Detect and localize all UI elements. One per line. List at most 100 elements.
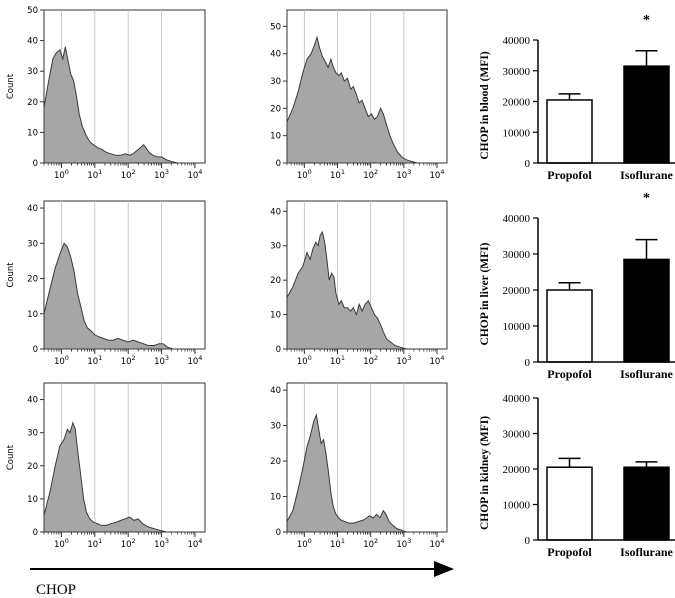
histogram-area — [43, 242, 174, 350]
x-tick-label: 102 — [121, 537, 136, 550]
x-tick-label: 100 — [54, 537, 69, 550]
y-tick-label: 40 — [27, 204, 38, 214]
y-axis-label: Count — [6, 73, 16, 99]
x-tick-label: 100 — [54, 168, 69, 181]
y-tick-label: 10000 — [503, 321, 531, 333]
y-tick-label: 30000 — [503, 249, 531, 261]
x-tick-label: 102 — [363, 354, 378, 367]
bar-liver: 0 10000 20000 30000 40000 Propofol * Isoflurane… — [479, 191, 675, 381]
x-tick-label: 103 — [396, 354, 411, 367]
y-tick-label: 10 — [27, 128, 38, 138]
y-tick-label: 20 — [27, 462, 38, 472]
category-label: Isoflurane — [620, 168, 673, 182]
y-tick-label: 40 — [270, 50, 281, 60]
y-axis-label: Count — [6, 444, 16, 470]
x-tick-label: 100 — [297, 168, 312, 181]
bar-isoflurane — [623, 466, 670, 541]
significance-marker: * — [643, 191, 650, 206]
y-tick-label: 0 — [33, 528, 38, 538]
y-tick-label: 0 — [525, 357, 531, 369]
category-label: Isoflurane — [620, 545, 673, 559]
y-tick-label: 40 — [27, 396, 38, 406]
y-tick-label: 30000 — [503, 429, 531, 441]
x-tick-label: 103 — [154, 168, 169, 181]
y-axis-label: CHOP in liver (MFI) — [479, 242, 491, 345]
x-tick-label: 102 — [121, 354, 136, 367]
category-label: Propofol — [547, 168, 592, 182]
y-tick-label: 40000 — [503, 393, 531, 405]
y-tick-label: 10 — [27, 310, 38, 320]
y-tick-label: 20 — [27, 98, 38, 108]
y-tick-label: 40 — [27, 37, 38, 47]
x-tick-label: 104 — [187, 537, 202, 550]
y-tick-label: 20 — [270, 104, 281, 114]
histogram-area — [286, 35, 418, 164]
y-axis-label: CHOP in blood (MFI) — [479, 51, 491, 159]
y-tick-label: 0 — [276, 345, 281, 355]
y-axis-label: Count — [6, 262, 16, 288]
category-label: Isoflurane — [620, 367, 673, 381]
y-tick-label: 20 — [270, 457, 281, 467]
y-tick-label: 40000 — [503, 213, 531, 225]
y-tick-label: 50 — [27, 6, 38, 16]
bar-propofol — [546, 466, 593, 541]
bar-blood: 0 10000 20000 30000 40000 Propofol * Isoflurane… — [479, 13, 675, 182]
x-tick-label: 103 — [396, 537, 411, 550]
hist-kidney-isoflurane: 0 10 20 30 40 100 101 102 103 104 — [270, 382, 448, 550]
y-tick-label: 20000 — [503, 285, 531, 297]
hist-liver-isoflurane: 0 10 20 30 40 100 101 102 103 104 — [270, 200, 448, 367]
bar-isoflurane — [623, 258, 670, 363]
y-tick-label: 20000 — [503, 97, 531, 109]
y-tick-label: 10 — [270, 311, 281, 321]
category-label: Propofol — [547, 367, 592, 381]
y-tick-label: 0 — [525, 535, 531, 547]
hist-blood-propofol: 0 10 20 30 40 50 100 101 102 103 104 Count — [6, 6, 206, 181]
bar-propofol — [546, 289, 593, 363]
y-tick-label: 20000 — [503, 464, 531, 476]
y-tick-label: 0 — [33, 159, 38, 169]
bar-propofol — [546, 99, 593, 164]
y-tick-label: 40000 — [503, 35, 531, 47]
histogram-area — [286, 230, 407, 350]
x-tick-label: 101 — [330, 537, 345, 550]
y-tick-label: 40 — [270, 386, 281, 396]
y-tick-label: 10 — [27, 495, 38, 505]
y-tick-label: 30000 — [503, 66, 531, 78]
x-tick-label: 101 — [87, 537, 102, 550]
bar-isoflurane — [623, 65, 670, 164]
significance-marker: * — [643, 13, 650, 28]
hist-kidney-propofol: 0 10 20 30 40 100 101 102 103 104 Count — [6, 382, 206, 550]
y-tick-label: 30 — [270, 242, 281, 252]
y-tick-label: 10000 — [503, 500, 531, 512]
hist-blood-isoflurane: 0 10 20 30 40 50 100 101 102 103 104 — [270, 9, 448, 181]
x-tick-label: 103 — [154, 537, 169, 550]
bar-kidney: 0 10000 20000 30000 40000 Propofol Isoflurane C… — [479, 393, 675, 559]
x-tick-label: 102 — [363, 168, 378, 181]
y-tick-label: 30 — [27, 67, 38, 77]
x-tick-label: 104 — [430, 168, 445, 181]
x-tick-label: 101 — [87, 168, 102, 181]
x-tick-label: 100 — [297, 537, 312, 550]
x-tick-label: 104 — [187, 168, 202, 181]
y-tick-label: 30 — [27, 429, 38, 439]
y-tick-label: 30 — [27, 239, 38, 249]
x-tick-label: 101 — [87, 354, 102, 367]
hist-liver-propofol: 0 10 20 30 40 100 101 102 103 104 Count — [6, 200, 206, 367]
y-tick-label: 30 — [270, 77, 281, 87]
y-tick-label: 30 — [270, 422, 281, 432]
x-tick-label: 104 — [430, 537, 445, 550]
histogram-area — [43, 421, 167, 533]
y-tick-label: 50 — [270, 22, 281, 32]
chop-axis-label: CHOP — [36, 582, 76, 598]
y-tick-label: 10 — [270, 493, 281, 503]
x-tick-label: 102 — [121, 168, 136, 181]
y-tick-label: 10 — [270, 132, 281, 142]
y-tick-label: 20 — [270, 276, 281, 286]
y-tick-label: 0 — [33, 345, 38, 355]
y-axis-label: CHOP in kidney (MFI) — [479, 416, 491, 530]
x-tick-label: 101 — [330, 168, 345, 181]
histogram-area — [43, 46, 178, 164]
x-tick-label: 103 — [154, 354, 169, 367]
histogram-area — [286, 413, 407, 533]
